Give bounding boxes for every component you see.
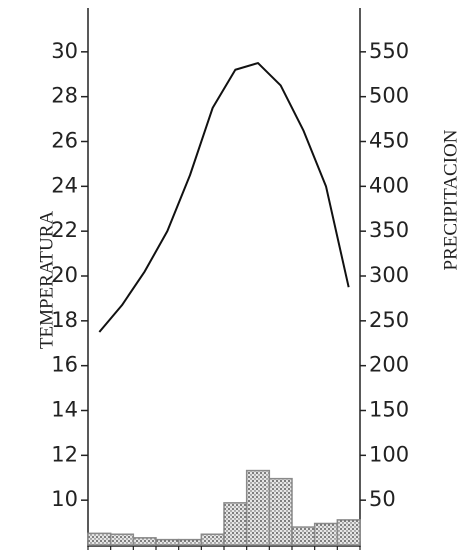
bar <box>291 526 316 546</box>
temperature-line <box>98 62 350 333</box>
y-tick-label: 26 <box>51 129 78 153</box>
y2-tick-label: 400 <box>369 173 409 197</box>
y2-tick-label: 500 <box>369 84 409 108</box>
y-tick-label: 24 <box>51 173 78 197</box>
bar <box>313 522 339 546</box>
y-tick-label: 10 <box>51 487 78 511</box>
bar <box>200 533 225 546</box>
y2-tick-label: 100 <box>369 442 409 466</box>
y-axis-label: TEMPERATURA <box>36 211 57 350</box>
y-tick-label: 28 <box>51 84 78 108</box>
y2-tick-label: 50 <box>369 487 396 511</box>
y-tick-label: 18 <box>51 308 78 332</box>
y2-tick-label: 200 <box>369 353 409 377</box>
y-tick-label: 14 <box>51 398 78 422</box>
y-tick-label: 30 <box>51 39 78 63</box>
bar <box>177 538 203 546</box>
bar <box>245 469 271 546</box>
y2-tick-label: 450 <box>369 129 409 153</box>
bar <box>109 533 135 546</box>
y2-tick-label: 250 <box>369 308 409 332</box>
y2-tick-label: 150 <box>369 398 409 422</box>
y-tick-label: 20 <box>51 263 78 287</box>
y-tick-label: 22 <box>51 218 78 242</box>
bar <box>223 502 248 546</box>
y2-tick-label: 550 <box>369 39 409 63</box>
bar <box>132 537 157 546</box>
bar <box>268 477 293 546</box>
y2-axis-label: PRECIPITACION <box>440 129 461 270</box>
y-tick-label: 12 <box>51 442 78 466</box>
bar <box>87 532 112 546</box>
bar <box>336 519 361 546</box>
y2-tick-label: 350 <box>369 218 409 242</box>
y2-tick-label: 300 <box>369 263 409 287</box>
bar <box>155 538 180 546</box>
y-tick-label: 16 <box>51 353 78 377</box>
